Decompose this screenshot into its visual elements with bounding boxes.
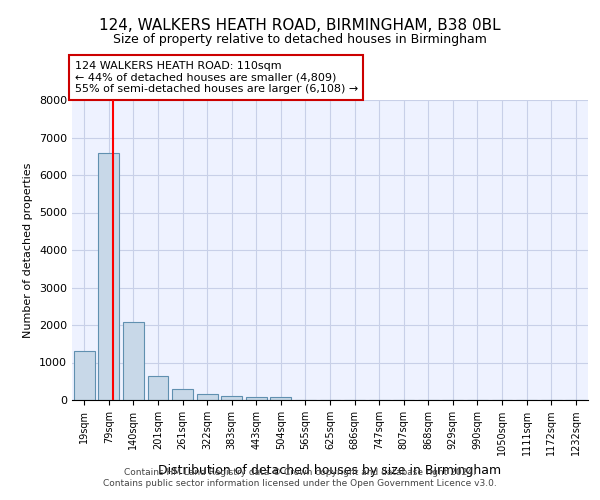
Text: Contains HM Land Registry data © Crown copyright and database right 2024.
Contai: Contains HM Land Registry data © Crown c… [103,468,497,487]
Bar [172,389,193,400]
Bar [98,152,119,400]
Bar [123,322,144,400]
Bar [246,396,267,400]
Y-axis label: Number of detached properties: Number of detached properties [23,162,34,338]
Bar [221,396,242,400]
Bar [74,351,95,400]
Bar [197,394,218,400]
Text: 124, WALKERS HEATH ROAD, BIRMINGHAM, B38 0BL: 124, WALKERS HEATH ROAD, BIRMINGHAM, B38… [99,18,501,32]
X-axis label: Distribution of detached houses by size in Birmingham: Distribution of detached houses by size … [158,464,502,476]
Text: Size of property relative to detached houses in Birmingham: Size of property relative to detached ho… [113,32,487,46]
Bar [148,376,169,400]
Bar [271,397,292,400]
Text: 124 WALKERS HEATH ROAD: 110sqm
← 44% of detached houses are smaller (4,809)
55% : 124 WALKERS HEATH ROAD: 110sqm ← 44% of … [74,61,358,94]
